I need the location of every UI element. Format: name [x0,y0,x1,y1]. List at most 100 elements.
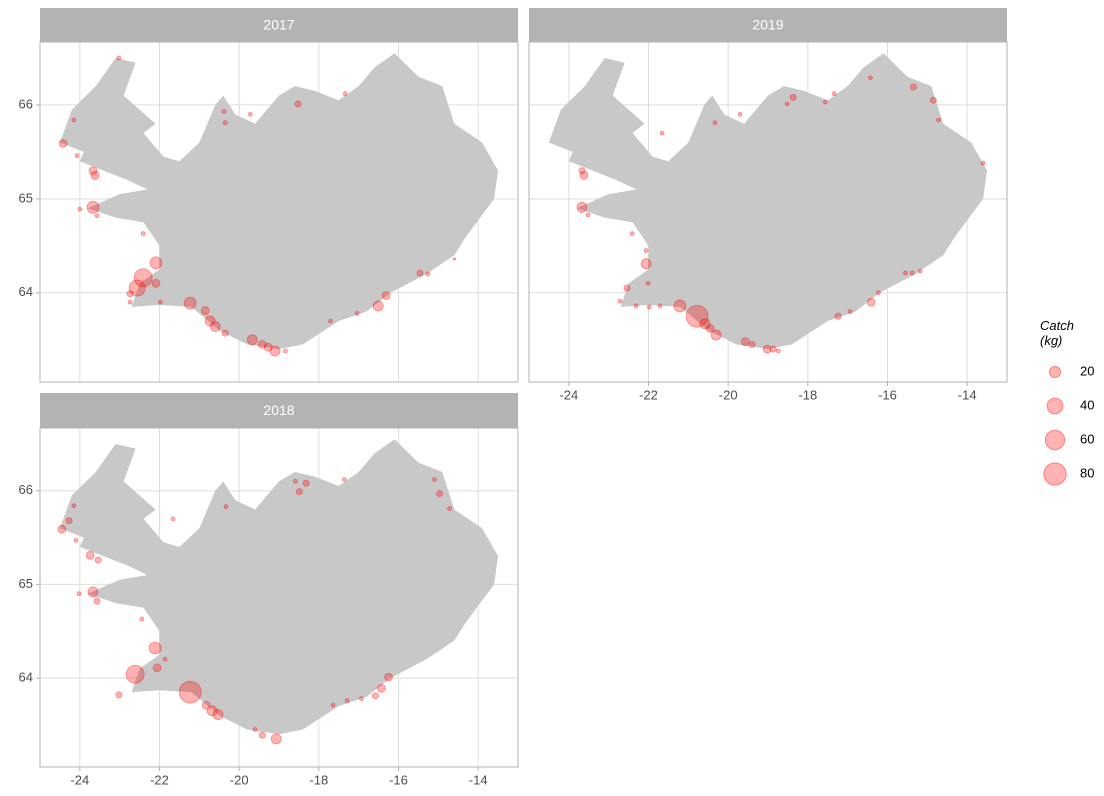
bubble [90,171,100,180]
bubble [126,290,134,298]
x-tick-label: -16 [389,772,408,787]
bubble [646,304,652,310]
bubble [359,696,364,702]
bubble [384,672,393,682]
bubble [151,279,161,288]
bubble [903,270,908,276]
bubble [629,231,635,236]
facet-title: 2018 [263,402,294,418]
bubble [831,91,837,97]
bubble [94,213,100,219]
bubble [769,345,777,353]
legend-key [1044,429,1066,451]
bubble [183,296,197,310]
bubble [834,312,842,320]
bubble [209,321,221,332]
bubble [94,556,102,564]
bubble [57,524,67,534]
bubble [221,329,229,337]
bubble [252,727,258,732]
bubble [292,479,298,484]
bubble [447,506,452,511]
bubble [623,284,631,292]
y-tick-label: 66 [19,482,33,497]
bubble [909,270,915,276]
bubble [257,340,267,349]
bubble [115,691,123,699]
bubble [659,130,665,136]
bubble [645,281,651,286]
bubble [775,348,781,354]
bubble [847,309,853,314]
bubble [578,167,586,175]
x-tick-label: -20 [230,772,249,787]
legend-label: 60 [1080,431,1094,446]
bubble [643,248,649,253]
bubble [657,303,663,309]
bubble [328,318,333,324]
bubble [699,318,711,330]
legend-key [1046,397,1064,415]
y-tick-label: 64 [19,284,33,299]
panel-border [39,427,519,768]
strip [529,8,1007,42]
bubble [128,279,146,297]
x-tick-label: -24 [70,772,89,787]
bubble [73,537,79,543]
land [548,53,988,350]
bubble [867,75,873,81]
x-tick-label: -18 [309,772,328,787]
bubble [712,120,718,126]
land [59,439,499,735]
legend-label: 20 [1080,363,1094,378]
bubble [436,490,443,498]
bubble [140,231,146,236]
bubble [617,298,623,304]
bubble [157,299,163,305]
bubble [762,344,772,354]
x-tick-label: -22 [150,772,169,787]
bubble [149,256,163,270]
bubble [585,212,591,218]
bubble [789,93,797,101]
bubble [222,120,228,126]
bubble [740,337,750,346]
bubble [148,641,162,655]
bubble [822,99,828,105]
bubble [77,206,83,212]
bubble [425,271,431,277]
x-tick-label: -18 [798,387,817,402]
bubble [201,700,211,710]
bubble [980,160,986,166]
bubble [58,139,68,148]
bubble [116,55,122,61]
bubble [178,680,202,704]
bubble [341,477,347,482]
bubble [221,109,227,114]
bubble [784,101,790,107]
bubble [152,663,162,673]
bubble [200,306,210,315]
y-tick-label: 64 [19,669,33,684]
bubble [65,517,73,525]
legend-label: 40 [1080,397,1094,412]
bubble [86,200,100,214]
bubble [294,100,302,108]
bubble [133,268,153,288]
bubble [139,616,145,622]
bubble [246,334,258,346]
bubble [71,117,77,123]
x-tick-label: -20 [719,387,738,402]
bubble [579,171,589,180]
bubble [737,111,743,117]
facet-title: 2019 [752,17,783,33]
y-tick-label: 65 [19,576,33,591]
bubble [377,683,386,693]
bubble [710,329,722,341]
x-tick-label: -22 [639,387,658,402]
legend-key [1043,462,1067,486]
facet-title: 2017 [263,17,294,33]
legend-label: 80 [1080,465,1094,480]
